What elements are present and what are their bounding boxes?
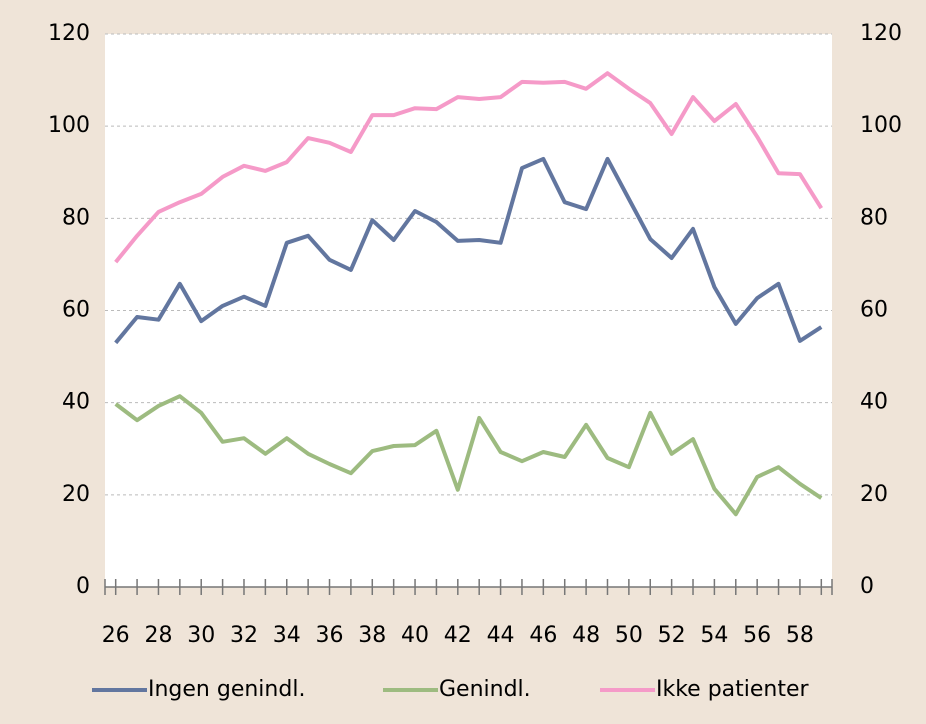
y-tick-label: 0 xyxy=(76,574,90,599)
y-tick-label: 120 xyxy=(48,21,90,46)
x-tick-label: 58 xyxy=(786,623,814,648)
data-line xyxy=(114,156,823,345)
x-tick-label: 48 xyxy=(572,623,600,648)
y-tick-label: 100 xyxy=(48,113,90,138)
data-line xyxy=(114,394,823,517)
x-tick-label: 30 xyxy=(187,623,215,648)
y2-tick-label: 100 xyxy=(860,113,902,138)
x-tick-label: 46 xyxy=(529,623,557,648)
x-tick-label: 32 xyxy=(230,623,258,648)
data-line xyxy=(114,71,823,264)
y-tick-label: 80 xyxy=(62,205,90,230)
y2-tick-label: 40 xyxy=(860,390,888,415)
x-tick-label: 26 xyxy=(102,623,130,648)
y2-tick-label: 60 xyxy=(860,298,888,323)
y2-tick-label: 20 xyxy=(860,482,888,507)
y-tick-label: 60 xyxy=(62,298,90,323)
x-tick-label: 42 xyxy=(444,623,472,648)
y2-tick-label: 0 xyxy=(860,574,874,599)
legend-label: Genindl. xyxy=(439,677,531,702)
x-tick-label: 28 xyxy=(144,623,172,648)
y2-tick-label: 80 xyxy=(860,205,888,230)
x-tick-label: 50 xyxy=(615,623,643,648)
legend-label: Ikke patienter xyxy=(656,677,810,702)
x-tick-label: 44 xyxy=(487,623,515,648)
y-tick-label: 20 xyxy=(62,482,90,507)
x-tick-label: 54 xyxy=(700,623,728,648)
legend-label: Ingen genindl. xyxy=(148,677,305,702)
x-tick-label: 34 xyxy=(273,623,301,648)
x-tick-label: 36 xyxy=(316,623,344,648)
x-tick-label: 56 xyxy=(743,623,771,648)
y2-tick-label: 120 xyxy=(860,21,902,46)
x-tick-label: 38 xyxy=(358,623,386,648)
x-tick-label: 40 xyxy=(401,623,429,648)
x-tick-label: 52 xyxy=(658,623,686,648)
y-tick-label: 40 xyxy=(62,390,90,415)
